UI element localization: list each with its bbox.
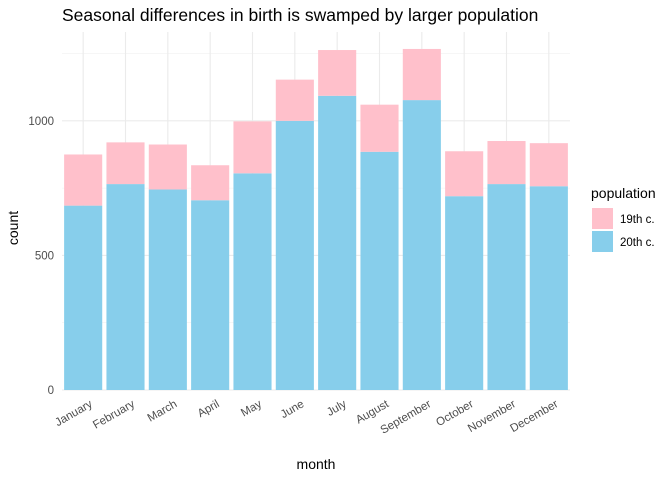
bar-20th-c-june xyxy=(275,120,314,391)
legend-label-19th-c: 19th c. xyxy=(620,214,655,226)
bar-20th-c-may xyxy=(233,173,272,390)
bar-19th-c-july xyxy=(318,50,357,96)
bar-20th-c-august xyxy=(360,151,399,390)
x-tick-label: July xyxy=(325,398,349,419)
bar-layer xyxy=(64,48,568,391)
y-axis-label: count xyxy=(5,211,21,245)
y-tick-label: 0 xyxy=(48,385,54,397)
bar-20th-c-july xyxy=(318,95,357,391)
bar-19th-c-april xyxy=(191,165,230,201)
legend-title: population xyxy=(591,185,656,201)
legend-key-20th-c xyxy=(592,231,613,252)
bar-20th-c-february xyxy=(106,184,145,390)
x-tick-label: December xyxy=(508,398,560,435)
bar-19th-c-october xyxy=(445,151,484,197)
bar-19th-c-may xyxy=(233,121,272,174)
legend: population 19th c. 20th c. xyxy=(591,185,656,252)
bar-20th-c-april xyxy=(191,200,230,390)
legend-items: 19th c. 20th c. xyxy=(592,208,655,252)
x-tick-label: January xyxy=(53,398,95,429)
bar-20th-c-september xyxy=(402,100,441,390)
bar-19th-c-september xyxy=(402,48,441,101)
x-tick-label: May xyxy=(239,398,264,419)
y-axis-ticks: 0 500 1000 xyxy=(28,116,54,397)
bar-20th-c-december xyxy=(529,186,568,390)
legend-label-20th-c: 20th c. xyxy=(620,237,655,249)
bar-20th-c-march xyxy=(148,189,187,390)
bar-19th-c-november xyxy=(487,141,526,185)
chart-title: Seasonal differences in birth is swamped… xyxy=(62,5,538,25)
x-tick-label: June xyxy=(279,398,307,421)
bar-19th-c-january xyxy=(64,154,103,206)
y-tick-label: 500 xyxy=(35,250,54,262)
x-tick-label: February xyxy=(91,398,137,432)
bar-19th-c-august xyxy=(360,104,399,152)
x-axis-label: month xyxy=(297,456,336,472)
bar-19th-c-june xyxy=(275,79,314,121)
bar-20th-c-november xyxy=(487,184,526,390)
bar-19th-c-march xyxy=(148,144,187,190)
bar-19th-c-december xyxy=(529,143,568,187)
bar-20th-c-october xyxy=(445,196,484,390)
legend-key-19th-c xyxy=(592,208,613,229)
bar-19th-c-february xyxy=(106,142,145,185)
y-tick-label: 1000 xyxy=(28,116,54,128)
bar-20th-c-january xyxy=(64,205,103,390)
x-tick-label: April xyxy=(196,398,222,420)
x-tick-label: March xyxy=(146,398,180,424)
